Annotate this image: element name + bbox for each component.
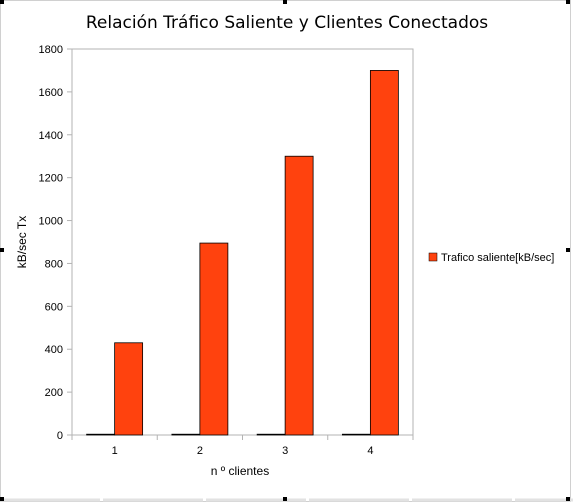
y-tick-label: 0 (57, 430, 63, 442)
selection-handle[interactable] (566, 248, 570, 252)
x-tick-label: 3 (282, 445, 288, 457)
bar-baseline-4 (341, 433, 371, 436)
bar-trafico-4 (369, 70, 399, 436)
y-tick-label: 1400 (39, 130, 63, 142)
legend-swatch (428, 252, 438, 262)
selection-handle[interactable] (0, 497, 4, 501)
y-axis-title: kB/sec Tx (15, 216, 29, 268)
y-tick-label: 400 (45, 344, 63, 356)
x-axis: 1 2 3 4 (71, 435, 414, 457)
y-tick-label: 1800 (39, 44, 63, 56)
selection-handle[interactable] (566, 497, 570, 501)
bar-series (86, 70, 399, 436)
x-axis-title: n º clientes (211, 464, 269, 478)
y-tick-label: 1200 (39, 173, 63, 185)
bar-trafico-2 (199, 242, 229, 436)
selection-handle[interactable] (0, 0, 4, 4)
y-axis: 0 200 400 600 800 1000 1200 1400 1600 1800 (39, 44, 72, 442)
bar-trafico-3 (284, 155, 314, 436)
y-tick-label: 1000 (39, 216, 63, 228)
selection-handle[interactable] (283, 0, 287, 4)
y-tick-label: 200 (45, 387, 63, 399)
selection-handle[interactable] (566, 0, 570, 4)
bar-trafico-1 (114, 342, 144, 436)
x-tick-label: 2 (197, 445, 203, 457)
legend-label: Trafico saliente[kB/sec] (441, 252, 554, 264)
bar-baseline-3 (256, 433, 286, 436)
x-tick-label: 4 (367, 445, 373, 457)
bar-baseline-1 (86, 433, 116, 436)
x-tick-label: 1 (112, 445, 118, 457)
y-tick-label: 600 (45, 301, 63, 313)
legend: Trafico saliente[kB/sec] (428, 252, 554, 264)
y-tick-label: 800 (45, 258, 63, 270)
y-tick-label: 1600 (39, 87, 63, 99)
selection-handle[interactable] (0, 248, 4, 252)
bar-baseline-2 (171, 433, 201, 436)
chart-title: Relación Tráfico Saliente y Clientes Con… (86, 13, 488, 33)
selection-handle[interactable] (283, 497, 287, 501)
